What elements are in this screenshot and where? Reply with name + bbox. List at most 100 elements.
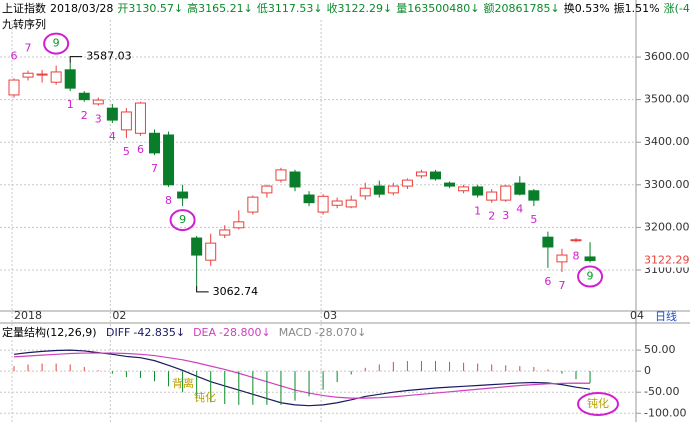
- candle-body: [191, 237, 203, 256]
- panel-title: 定量结构(12,26,9): [2, 325, 97, 339]
- td-count: 9: [53, 37, 60, 50]
- td-count: 9: [179, 213, 186, 226]
- candle-body: [528, 190, 540, 201]
- td-circle: [43, 32, 70, 55]
- x-tick-label: 04: [630, 309, 644, 322]
- candle-body: [556, 254, 568, 263]
- td-count: 6: [544, 275, 551, 288]
- candle-body: [247, 196, 259, 213]
- annotation-leader: [196, 285, 209, 293]
- candle-body: [92, 99, 104, 105]
- candle-body: [78, 92, 90, 101]
- td-count: 5: [530, 213, 537, 226]
- candle-body: [472, 186, 484, 196]
- candle-body: [8, 79, 20, 96]
- x-tick-label: 02: [112, 309, 126, 322]
- td-count: 3: [95, 113, 102, 126]
- high-annotation: 3587.03: [86, 50, 132, 63]
- candle-body: [120, 111, 132, 131]
- chart-title: 九转序列: [2, 17, 46, 31]
- td-count: 8: [573, 249, 580, 262]
- candle-body: [303, 194, 315, 204]
- td-count: 6: [137, 143, 144, 156]
- header-item: 收3122.29↓: [327, 1, 393, 15]
- annotation-leader: [69, 56, 83, 63]
- candle-body: [317, 195, 329, 213]
- candle-body: [50, 71, 62, 83]
- x-tick-label: 2018: [14, 309, 42, 322]
- candle-body: [22, 72, 34, 78]
- y-tick-label: 3500.00: [644, 93, 690, 106]
- candle-body: [387, 185, 399, 194]
- td-count: 4: [109, 130, 116, 143]
- candle-body: [36, 73, 48, 76]
- candle-body: [514, 182, 526, 195]
- annotation: 背离: [172, 376, 194, 390]
- period-label: 日线: [655, 309, 677, 323]
- y-tick-label: 0: [644, 364, 651, 377]
- td-circle: [577, 265, 604, 288]
- legend-name: DEA: [193, 326, 216, 339]
- td-count: 7: [151, 162, 158, 175]
- y-tick-label: 3400.00: [644, 135, 690, 148]
- low-annotation: 3062.74: [213, 285, 259, 298]
- candle-body: [430, 171, 441, 180]
- y-tick-label: -100.00: [644, 406, 686, 419]
- candle-body: [289, 171, 301, 188]
- candle-body: [345, 199, 357, 208]
- td-count: 7: [25, 42, 32, 55]
- header-item: 换0.53%: [564, 1, 610, 15]
- candle-body: [359, 187, 371, 197]
- td-count: 2: [81, 109, 88, 122]
- header-item: 上证指数: [2, 1, 46, 15]
- candle-body: [134, 102, 146, 134]
- td-count: 1: [67, 98, 74, 111]
- header-item: 额20861785↓: [484, 2, 560, 15]
- td-count: 8: [165, 194, 172, 207]
- candle-body: [233, 221, 245, 229]
- header-item: 振1.51%: [614, 1, 660, 15]
- header-item: 低3117.53↓: [257, 2, 323, 15]
- candle-body: [415, 171, 427, 177]
- candle-body: [570, 239, 582, 242]
- header-item: 开3130.57↓: [117, 2, 183, 15]
- candle-body: [106, 107, 118, 121]
- td-count: 3: [502, 209, 509, 222]
- td-circle: [169, 209, 196, 232]
- candle-body: [401, 179, 413, 187]
- td-count: 4: [516, 202, 523, 215]
- candle-body: [373, 185, 385, 195]
- td-count: 7: [558, 279, 565, 292]
- header-item: 2018/03/28: [50, 2, 113, 15]
- y-tick-label: 50.00: [644, 343, 676, 356]
- td-count: 2: [488, 210, 495, 223]
- x-tick-label: 03: [323, 309, 337, 322]
- td-count: 5: [123, 145, 130, 158]
- candle-body: [500, 185, 512, 201]
- candle-body: [261, 185, 273, 194]
- candle-body: [486, 191, 498, 201]
- candle-body: [331, 200, 343, 206]
- legend-value: -42.835↓: [133, 326, 185, 339]
- header-item: 量163500480↓: [396, 2, 479, 15]
- indicator-line: [13, 349, 591, 407]
- legend-name: DIFF: [106, 326, 130, 339]
- td-count: 9: [587, 270, 594, 283]
- last-price: 3122.29: [644, 253, 690, 266]
- annotation: 钝化: [194, 390, 216, 404]
- header-item: 涨(-44.: [664, 2, 690, 15]
- candle-body: [205, 242, 217, 261]
- indicator-line: [13, 352, 591, 399]
- candle-body: [542, 236, 554, 248]
- candle-body: [444, 182, 456, 187]
- candle-body: [163, 134, 175, 186]
- legend-value: -28.070↓: [315, 326, 367, 339]
- candle-body: [177, 191, 189, 199]
- legend-name: MACD: [279, 326, 312, 339]
- annotation: 钝化: [587, 396, 609, 410]
- candle-body: [275, 169, 287, 181]
- header-item: 高3165.21↓: [187, 1, 253, 15]
- price-tag: [640, 253, 690, 268]
- candle-body: [219, 229, 231, 236]
